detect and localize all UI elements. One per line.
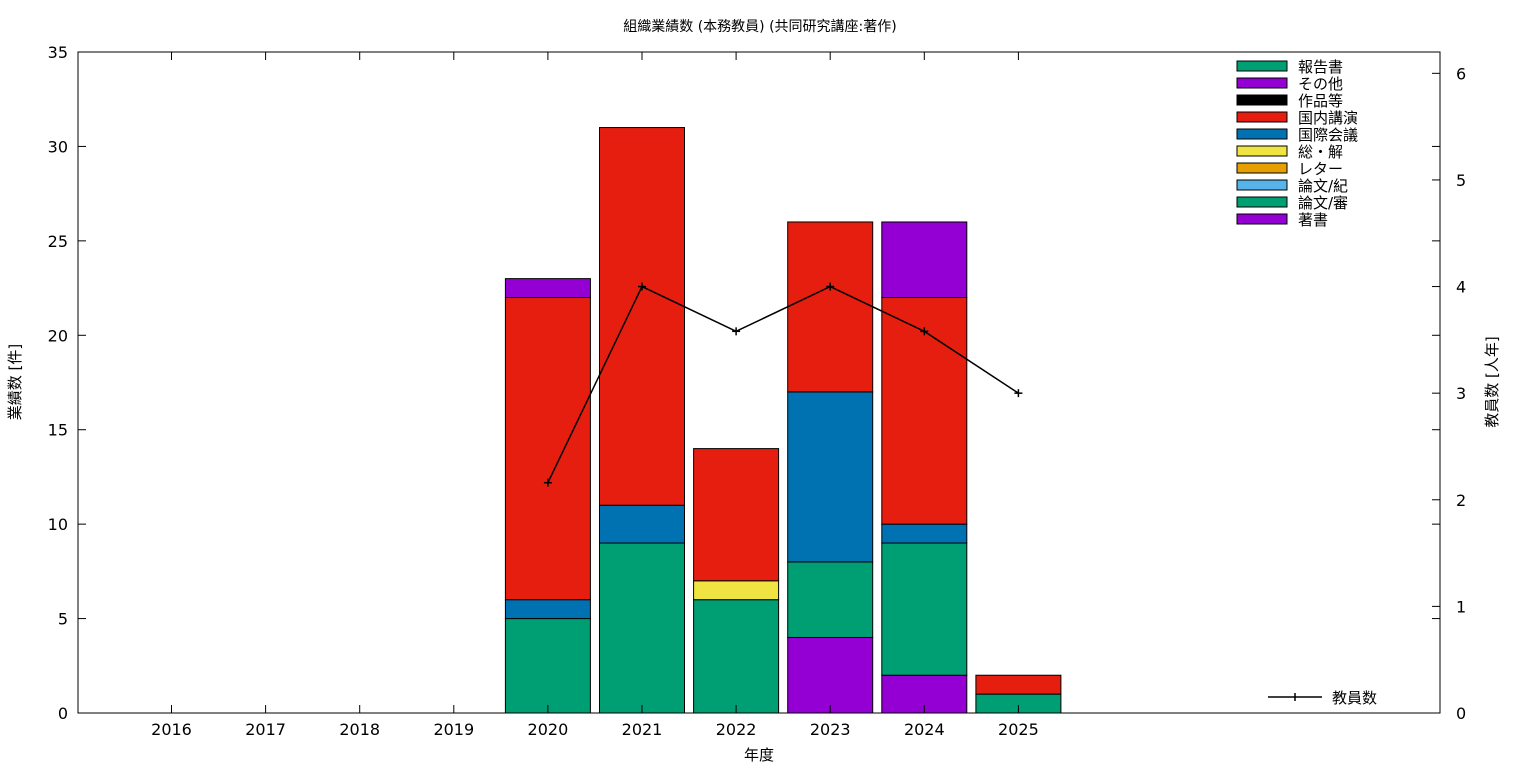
x-tick-label: 2020: [528, 720, 569, 739]
legend-swatch: [1236, 162, 1288, 174]
bar-segment: [693, 580, 780, 601]
legend-swatch: [1236, 179, 1288, 191]
legend-item: 報告書: [1236, 58, 1343, 76]
bar-segment: [881, 542, 968, 676]
legend-item: 総・解: [1236, 143, 1343, 161]
y2-tick-label: 0: [1456, 704, 1466, 723]
y-tick-label: 5: [58, 610, 68, 629]
legend-label: 作品等: [1298, 92, 1343, 110]
legend-label: レター: [1298, 160, 1343, 178]
line-point: [920, 327, 929, 336]
y-tick-label: 0: [58, 704, 68, 723]
y2-tick-label: 5: [1456, 171, 1466, 190]
legend-item: 作品等: [1236, 92, 1343, 110]
line-layer: [543, 282, 1023, 487]
legend-label: 総・解: [1298, 143, 1343, 161]
y2-tick-label: 3: [1456, 384, 1466, 403]
legend-swatch: [1236, 60, 1288, 72]
x-tick-label: 2018: [339, 720, 380, 739]
y-axis-label: 業績数 [件]: [6, 344, 24, 420]
bar-segment: [693, 599, 780, 714]
x-tick-label: 2024: [904, 720, 945, 739]
x-tick-label: 2016: [151, 720, 192, 739]
legend-label: 国際会議: [1298, 126, 1358, 144]
line-point: [1014, 389, 1023, 398]
y2-tick-label: 1: [1456, 597, 1466, 616]
y-tick-label: 20: [48, 326, 68, 345]
legend-swatch: [1236, 111, 1288, 123]
y-tick-label: 10: [48, 515, 68, 534]
legend-item: 論文/審: [1236, 194, 1348, 212]
x-tick-label: 2021: [622, 720, 663, 739]
line-legend: 教員数: [1268, 689, 1377, 707]
y-tick-label: 15: [48, 421, 68, 440]
legend-label: 論文/紀: [1298, 177, 1348, 195]
y2-axis-label: 教員数 [人年]: [1483, 336, 1501, 427]
legend-swatch: [1236, 196, 1288, 208]
bar-segment: [504, 618, 591, 714]
x-axis-label: 年度: [744, 746, 774, 764]
x-tick-label: 2022: [716, 720, 757, 739]
bar-segment: [504, 278, 591, 299]
bar-segment: [975, 674, 1062, 695]
y2-tick-label: 6: [1456, 64, 1466, 83]
line-legend-label: 教員数: [1332, 689, 1377, 707]
bar-segment: [693, 448, 780, 582]
bar-segment: [599, 542, 685, 714]
legend-item: 国内講演: [1236, 109, 1358, 127]
legend-item: 論文/紀: [1236, 177, 1348, 195]
y-tick-label: 30: [48, 137, 68, 156]
line-point: [732, 327, 741, 336]
bar-segment: [787, 391, 874, 563]
legend-label: 論文/審: [1298, 194, 1348, 212]
legend-swatch: [1236, 94, 1288, 106]
plot-frame: [77, 51, 1441, 714]
bar-segment: [787, 561, 874, 638]
x-tick-label: 2017: [245, 720, 286, 739]
y-axis: 0 5 10 15 20 25 30 35: [48, 43, 1440, 723]
x-axis: 2016 2017 2018 2019 2020 2021 2022 2023 2024 2025: [151, 52, 1039, 739]
legend-item: その他: [1236, 75, 1343, 93]
legend-label: 著書: [1298, 211, 1328, 229]
line-point: [826, 282, 835, 291]
line-series-path: [547, 285, 1019, 484]
x-tick-label: 2025: [998, 720, 1039, 739]
legend-swatch: [1236, 145, 1288, 157]
line-point: [638, 282, 646, 291]
bars: [504, 127, 1062, 714]
y-tick-label: 35: [48, 43, 68, 62]
y2-axis: 0 1 2 3 4 5 6: [1432, 64, 1466, 723]
legend-label: 国内講演: [1298, 109, 1358, 127]
legend-label: その他: [1298, 75, 1343, 93]
bar-segment: [504, 599, 591, 620]
legend-item: 著書: [1236, 211, 1328, 229]
y-tick-label: 25: [48, 232, 68, 251]
legend-swatch: [1236, 77, 1288, 89]
x-tick-label: 2023: [810, 720, 851, 739]
legend-swatch: [1236, 128, 1288, 140]
line-point: [543, 478, 552, 487]
bar-segment: [787, 221, 874, 393]
legend-swatch: [1236, 213, 1288, 225]
bar-segment: [881, 221, 968, 299]
bar-segment: [881, 523, 968, 544]
legend-item: 国際会議: [1236, 126, 1358, 144]
legend-item: レター: [1236, 160, 1343, 178]
legend-label: 報告書: [1298, 58, 1343, 76]
bar-segment: [787, 636, 874, 714]
bar-segment: [599, 127, 685, 506]
bar-segment: [504, 297, 591, 601]
bar-segment: [599, 504, 685, 544]
y2-tick-label: 4: [1456, 278, 1466, 297]
y2-tick-label: 2: [1456, 491, 1466, 510]
chart-title: 組織業績数 (本務教員) (共同研究講座:著作): [623, 19, 896, 35]
x-tick-label: 2019: [433, 720, 474, 739]
